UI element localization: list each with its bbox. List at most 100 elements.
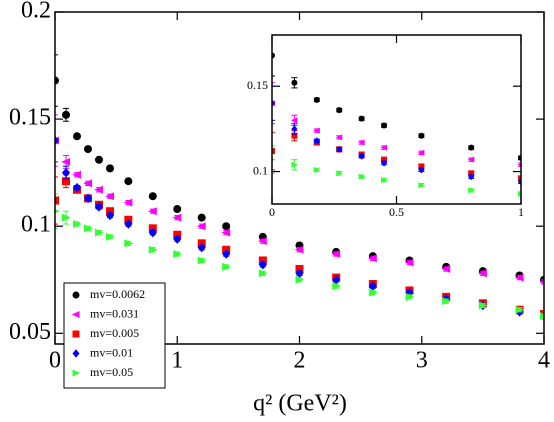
marker [62, 110, 71, 119]
marker [291, 125, 298, 133]
marker [148, 207, 157, 216]
marker [418, 132, 425, 139]
marker [172, 213, 182, 222]
marker [83, 179, 93, 188]
marker [95, 155, 104, 164]
marker [368, 254, 377, 263]
marker [222, 262, 231, 271]
x-tick-label: 0 [49, 348, 61, 374]
legend-marker [72, 349, 80, 358]
marker [148, 227, 157, 238]
legend-label: mv=0.05 [90, 365, 133, 379]
marker [418, 182, 425, 189]
marker [106, 164, 115, 173]
marker [258, 269, 268, 278]
marker [84, 145, 93, 154]
marker [468, 173, 475, 181]
x-tick-label: 1 [518, 205, 524, 219]
marker [358, 173, 366, 180]
marker [55, 209, 60, 214]
marker [72, 170, 82, 179]
legend-marker [72, 330, 80, 338]
marker [468, 144, 475, 151]
marker [405, 292, 415, 301]
x-tick-label: 3 [416, 348, 428, 374]
y-tick-label: 0.1 [253, 163, 268, 177]
points [272, 35, 521, 197]
marker [258, 259, 267, 270]
legend-box [63, 282, 166, 389]
marker [258, 237, 267, 246]
marker [467, 156, 475, 163]
marker [196, 222, 206, 231]
marker [95, 228, 104, 237]
marker [358, 152, 365, 160]
marker [221, 228, 231, 237]
inset-background [270, 35, 521, 204]
marker [291, 79, 298, 86]
marker [222, 222, 231, 231]
marker [61, 157, 71, 166]
marker [62, 177, 71, 186]
marker [441, 265, 451, 274]
marker [272, 148, 275, 155]
marker [124, 177, 133, 186]
marker [123, 198, 133, 207]
legend: mv=0.0062 mv=0.031 mv=0.005 mv=0.01 mv=0.05 [71, 287, 145, 379]
marker [381, 177, 388, 184]
marker [313, 137, 320, 145]
marker [540, 312, 544, 321]
x-axis-label: q² (GeV²) [253, 391, 347, 417]
marker [173, 234, 182, 244]
marker [368, 288, 378, 297]
marker [381, 122, 388, 129]
marker [197, 242, 206, 253]
marker [380, 144, 388, 151]
marker [173, 250, 183, 259]
marker [514, 273, 524, 282]
marker [73, 132, 82, 141]
marker [358, 115, 365, 122]
marker [313, 96, 320, 103]
main-plot: 0 1 2 3 4 0.05 0.1 0.15 0.2 [9, 0, 550, 374]
marker [95, 202, 104, 212]
x-tick-label: 2 [294, 348, 306, 374]
points [55, 54, 544, 321]
y-tick-label: 0.2 [21, 0, 51, 24]
main-frame [54, 11, 545, 345]
marker [291, 132, 298, 139]
marker [518, 175, 521, 182]
marker [84, 224, 93, 233]
marker [335, 134, 343, 141]
marker [105, 192, 115, 201]
x-tick-label: 4 [538, 348, 550, 374]
marker [478, 269, 487, 278]
marker [94, 185, 104, 194]
legend-label: mv=0.031 [90, 306, 139, 320]
marker [295, 275, 305, 284]
marker [515, 305, 525, 314]
x-tick-label: 0 [269, 205, 275, 219]
marker [331, 250, 341, 259]
legend-marker [72, 291, 80, 299]
legend-label: mv=0.0062 [90, 287, 145, 301]
marker [332, 274, 341, 285]
marker [336, 107, 343, 114]
legend-label: mv=0.01 [90, 345, 133, 359]
marker [539, 279, 544, 285]
marker [55, 196, 59, 205]
marker [418, 166, 425, 174]
inset-plot: 0 0.5 1 0.1 0.15 [247, 35, 524, 219]
marker [124, 219, 133, 229]
marker [148, 245, 158, 254]
inset-frame [271, 34, 522, 205]
y-tick-label: 0.05 [9, 319, 51, 345]
x-tick-label: 1 [171, 348, 183, 374]
marker [55, 135, 59, 146]
marker [106, 210, 115, 221]
marker [272, 157, 276, 162]
marker [55, 76, 59, 85]
legend-label: mv=0.005 [90, 326, 139, 340]
